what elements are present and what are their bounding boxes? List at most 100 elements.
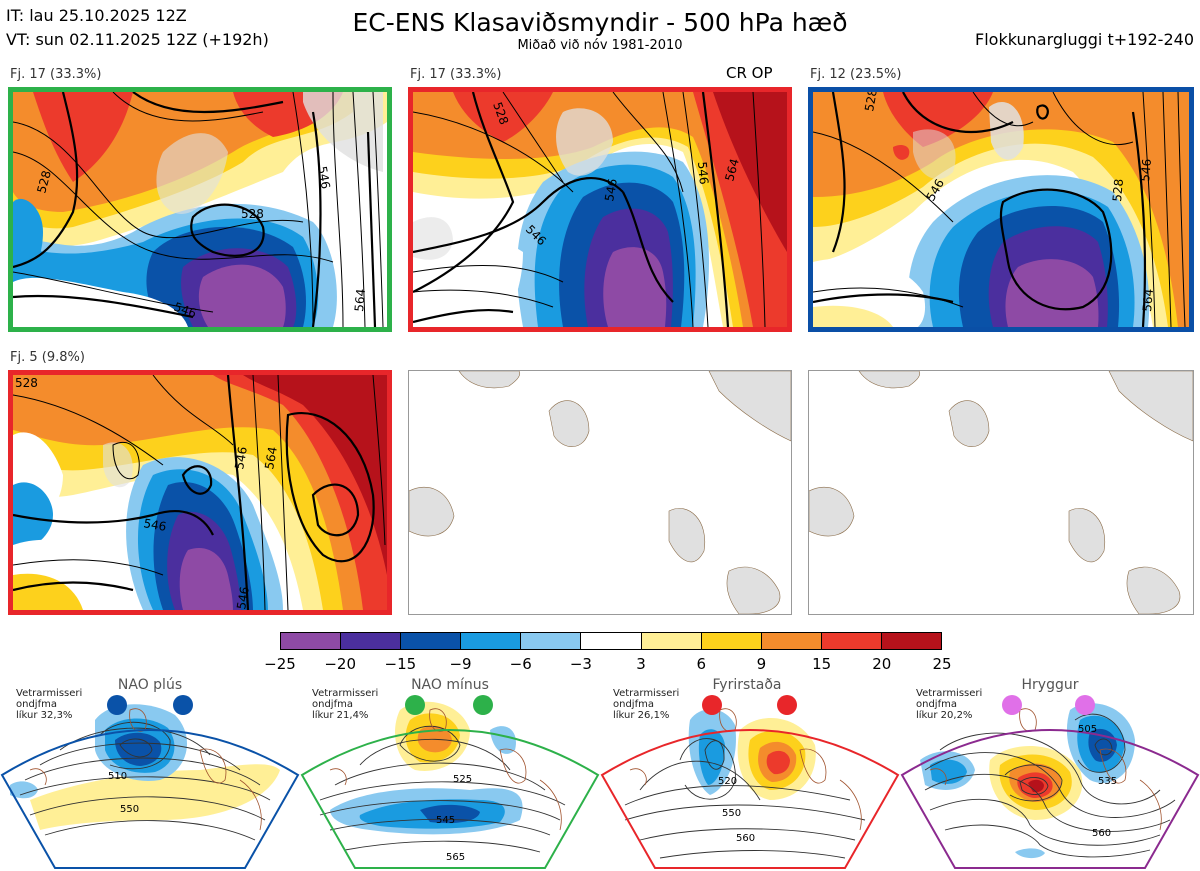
- cluster-1-contour-label: 528: [34, 169, 53, 195]
- colorbar: [280, 632, 942, 650]
- regime-4-note-line: Vetrarmisseri: [916, 688, 983, 699]
- regime-2-title: NAO mínus: [411, 677, 489, 693]
- regime-2-contour-label: 525: [453, 774, 472, 785]
- valid-time: VT: sun 02.11.2025 12Z (+192h): [6, 30, 269, 49]
- regime-2-contour-label: 565: [446, 852, 465, 863]
- regime-2-dot: [473, 695, 493, 715]
- cluster-4-map: 528 546 564 546 546: [8, 370, 392, 615]
- colorbar-tick-label: −9: [449, 655, 472, 673]
- colorbar-swatch: [701, 633, 762, 649]
- cluster-2-contour-label: 546: [695, 161, 711, 185]
- colorbar-tick-label: −25: [264, 655, 296, 673]
- colorbar-tick-label: 9: [756, 655, 767, 673]
- regime-2-note-line: Vetrarmisseri: [312, 688, 379, 699]
- regime-3-title: Fyrirstaða: [712, 677, 782, 693]
- colorbar-swatch: [821, 633, 882, 649]
- regime-4-contour-label: 535: [1098, 776, 1117, 787]
- cluster-4-contour-label: 546: [232, 446, 250, 471]
- regime-2-dot: [405, 695, 425, 715]
- regime-4-note-line: líkur 20,2%: [916, 710, 973, 721]
- regime-1-note-line: Vetrarmisseri: [16, 688, 83, 699]
- regime-4-dot: [1002, 695, 1022, 715]
- regime-1-dot: [107, 695, 127, 715]
- colorbar-tick-label: 20: [872, 655, 892, 673]
- regime-2-note-line: líkur 21,4%: [312, 710, 369, 721]
- cluster-4-label: Fj. 5 (9.8%): [10, 350, 85, 365]
- cluster-2-map: 528 546 546 546 564: [408, 87, 792, 332]
- regime-1-dot: [173, 695, 193, 715]
- colorbar-tick-label: 3: [636, 655, 646, 673]
- colorbar-tick-label: −3: [569, 655, 592, 673]
- cluster-1-label: Fj. 17 (33.3%): [10, 67, 102, 82]
- colorbar-swatch: [521, 633, 582, 649]
- cluster-3-contour-label: 546: [1138, 158, 1154, 182]
- regime-1-contour-label: 550: [120, 804, 139, 815]
- cluster-4-contour-label: 528: [15, 376, 38, 390]
- colorbar-swatch: [281, 633, 342, 649]
- cluster-2-contour-label: 546: [602, 178, 620, 203]
- regime-2-note: Vetrarmisseri ondjfma líkur 21,4%: [312, 688, 378, 721]
- colorbar-swatch: [341, 633, 402, 649]
- regime-1-note: Vetrarmisseri ondjfma líkur 32,3%: [16, 688, 82, 721]
- regime-4-note-line: ondjfma: [916, 699, 957, 710]
- cluster-3-label: Fj. 12 (23.5%): [810, 67, 902, 82]
- colorbar-swatch: [401, 633, 462, 649]
- regime-1-note-line: ondjfma: [16, 699, 57, 710]
- regime-2-map: 525 545 565: [300, 695, 600, 869]
- empty-map-panel-1: [408, 370, 792, 615]
- regime-3-dot: [702, 695, 722, 715]
- regime-4-contour-label: 505: [1078, 724, 1097, 735]
- colorbar-tick-label: −20: [324, 655, 356, 673]
- regime-3-dot: [777, 695, 797, 715]
- regime-4-map: 505 535 560: [900, 695, 1200, 869]
- regime-4-title: Hryggur: [1021, 677, 1079, 693]
- regime-4-dot: [1075, 695, 1095, 715]
- regime-3-contour-label: 560: [736, 833, 755, 844]
- colorbar-swatch: [641, 633, 702, 649]
- cluster-window: Flokkunargluggi t+192-240: [975, 30, 1194, 49]
- regime-1-note-line: líkur 32,3%: [16, 710, 73, 721]
- page-subtitle: Miðað við nóv 1981-2010: [517, 38, 683, 53]
- cluster-3-contour-label: 528: [1110, 178, 1126, 202]
- regime-3-note: Vetrarmisseri ondjfma líkur 26,1%: [613, 688, 679, 721]
- control-run-badge: CR OP: [726, 64, 773, 82]
- regime-3-map: 520 550 560: [600, 695, 900, 869]
- regime-4-note: Vetrarmisseri ondjfma líkur 20,2%: [916, 688, 982, 721]
- colorbar-swatch: [881, 633, 942, 649]
- regime-2-note-line: ondjfma: [312, 699, 353, 710]
- regime-1-title: NAO plús: [117, 677, 183, 693]
- cluster-3-map: 528 528 546 546 564: [808, 87, 1194, 332]
- colorbar-tick-label: −15: [384, 655, 417, 673]
- cluster-1-contour-label: 528: [241, 207, 264, 221]
- regime-3-note-line: Vetrarmisseri: [613, 688, 680, 699]
- regime-maps: 510 550 525 545 565: [0, 695, 1200, 869]
- init-time: IT: lau 25.10.2025 12Z: [6, 6, 187, 25]
- colorbar-swatch: [461, 633, 522, 649]
- empty-map-panel-2: [808, 370, 1194, 615]
- regime-3-note-line: líkur 26,1%: [613, 710, 670, 721]
- cluster-1-contour-label: 546: [315, 165, 333, 190]
- regime-3-contour-label: 550: [722, 808, 741, 819]
- colorbar-tick-label: 25: [932, 655, 952, 673]
- colorbar-tick-label: 15: [812, 655, 832, 673]
- colorbar-swatch: [581, 633, 642, 649]
- colorbar-ticks: −25 −20 −15 −9 −6 −3 3 6 9 15 20 25: [0, 655, 1200, 675]
- cluster-3-contour-label: 564: [1140, 288, 1156, 312]
- cluster-1-map: 528 528 546 546 564: [8, 87, 392, 332]
- regime-1-map: 510 550: [0, 695, 300, 869]
- cluster-4-contour-label: 564: [262, 446, 280, 471]
- cluster-3-contour-label: 528: [862, 92, 880, 113]
- colorbar-tick-label: −6: [509, 655, 532, 673]
- page-title: EC-ENS Klasaviðsmyndir - 500 hPa hæð: [352, 8, 848, 37]
- cluster-2-contour-label: 564: [722, 157, 741, 183]
- colorbar-swatch: [761, 633, 822, 649]
- regime-4-contour-label: 560: [1092, 828, 1111, 839]
- regime-3-note-line: ondjfma: [613, 699, 654, 710]
- cluster-4-contour-label: 546: [142, 516, 167, 534]
- regime-3-contour-label: 520: [718, 776, 737, 787]
- regime-1-contour-label: 510: [108, 771, 127, 782]
- regime-2-contour-label: 545: [436, 815, 455, 826]
- colorbar-tick-label: 6: [696, 655, 707, 673]
- cluster-4-contour-label: 546: [234, 586, 252, 610]
- cluster-1-contour-label: 564: [352, 288, 368, 312]
